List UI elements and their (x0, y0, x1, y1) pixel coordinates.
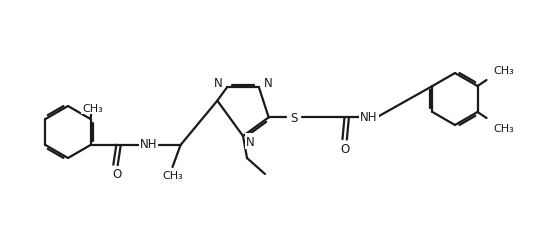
Text: NH: NH (140, 138, 157, 151)
Text: O: O (112, 168, 121, 181)
Text: N: N (264, 76, 273, 89)
Text: N: N (246, 135, 255, 148)
Text: N: N (214, 76, 222, 89)
Text: CH₃: CH₃ (493, 66, 514, 76)
Text: NH: NH (360, 110, 378, 123)
Text: CH₃: CH₃ (493, 123, 514, 133)
Text: CH₃: CH₃ (82, 104, 103, 114)
Text: S: S (290, 111, 298, 124)
Text: O: O (340, 142, 349, 155)
Text: CH₃: CH₃ (162, 170, 183, 180)
